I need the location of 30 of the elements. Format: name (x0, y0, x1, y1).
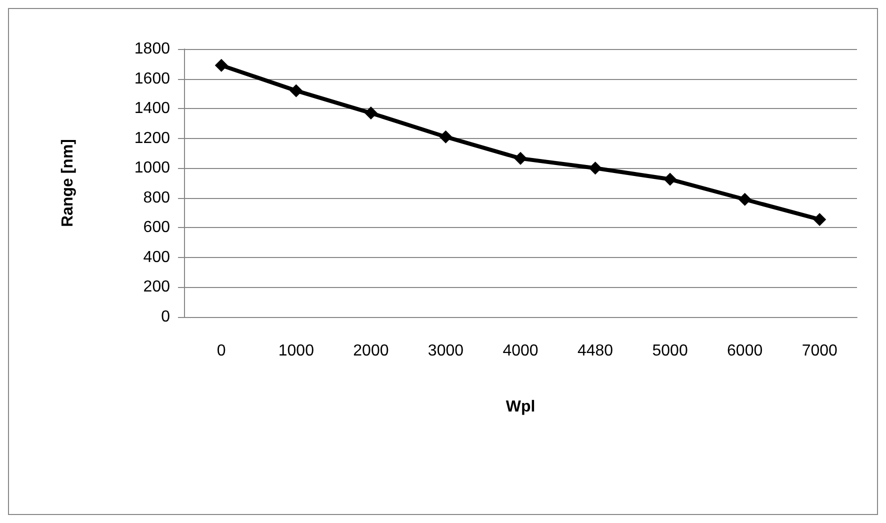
y-tick-label: 800 (143, 189, 170, 206)
x-tick-label: 1000 (278, 342, 314, 360)
point (588, 162, 602, 175)
y-tick-label: 1800 (134, 40, 170, 58)
y-tick-label: 600 (143, 219, 170, 236)
x-tick-label: 5000 (652, 342, 688, 360)
y-tick-label: 1600 (134, 70, 170, 88)
point (514, 152, 527, 165)
point (664, 172, 677, 186)
point (364, 106, 378, 120)
x-tick-label: 7000 (802, 342, 838, 360)
point (813, 212, 826, 226)
x-tick-label: 3000 (428, 342, 464, 360)
point (738, 192, 752, 206)
point (290, 84, 303, 98)
x-axis-title: Wpl (506, 398, 536, 416)
x-tick-label: 4480 (577, 342, 614, 360)
y-tick-label: 200 (143, 278, 170, 296)
x-tick-label: 6000 (727, 342, 763, 360)
point (214, 58, 228, 72)
y-axis-title: Range [nm] (60, 139, 76, 227)
y-tick-label: 1400 (134, 100, 170, 118)
y-tick-label: 1200 (134, 130, 170, 147)
y-tick-label: 1000 (134, 160, 170, 177)
x-tick-label: 0 (216, 342, 226, 360)
x-tick-label: 2000 (353, 342, 389, 360)
point (439, 130, 452, 144)
y-tick-label: 0 (161, 308, 170, 326)
x-tick-label: 4000 (502, 342, 538, 360)
y-tick-label: 400 (143, 248, 170, 266)
